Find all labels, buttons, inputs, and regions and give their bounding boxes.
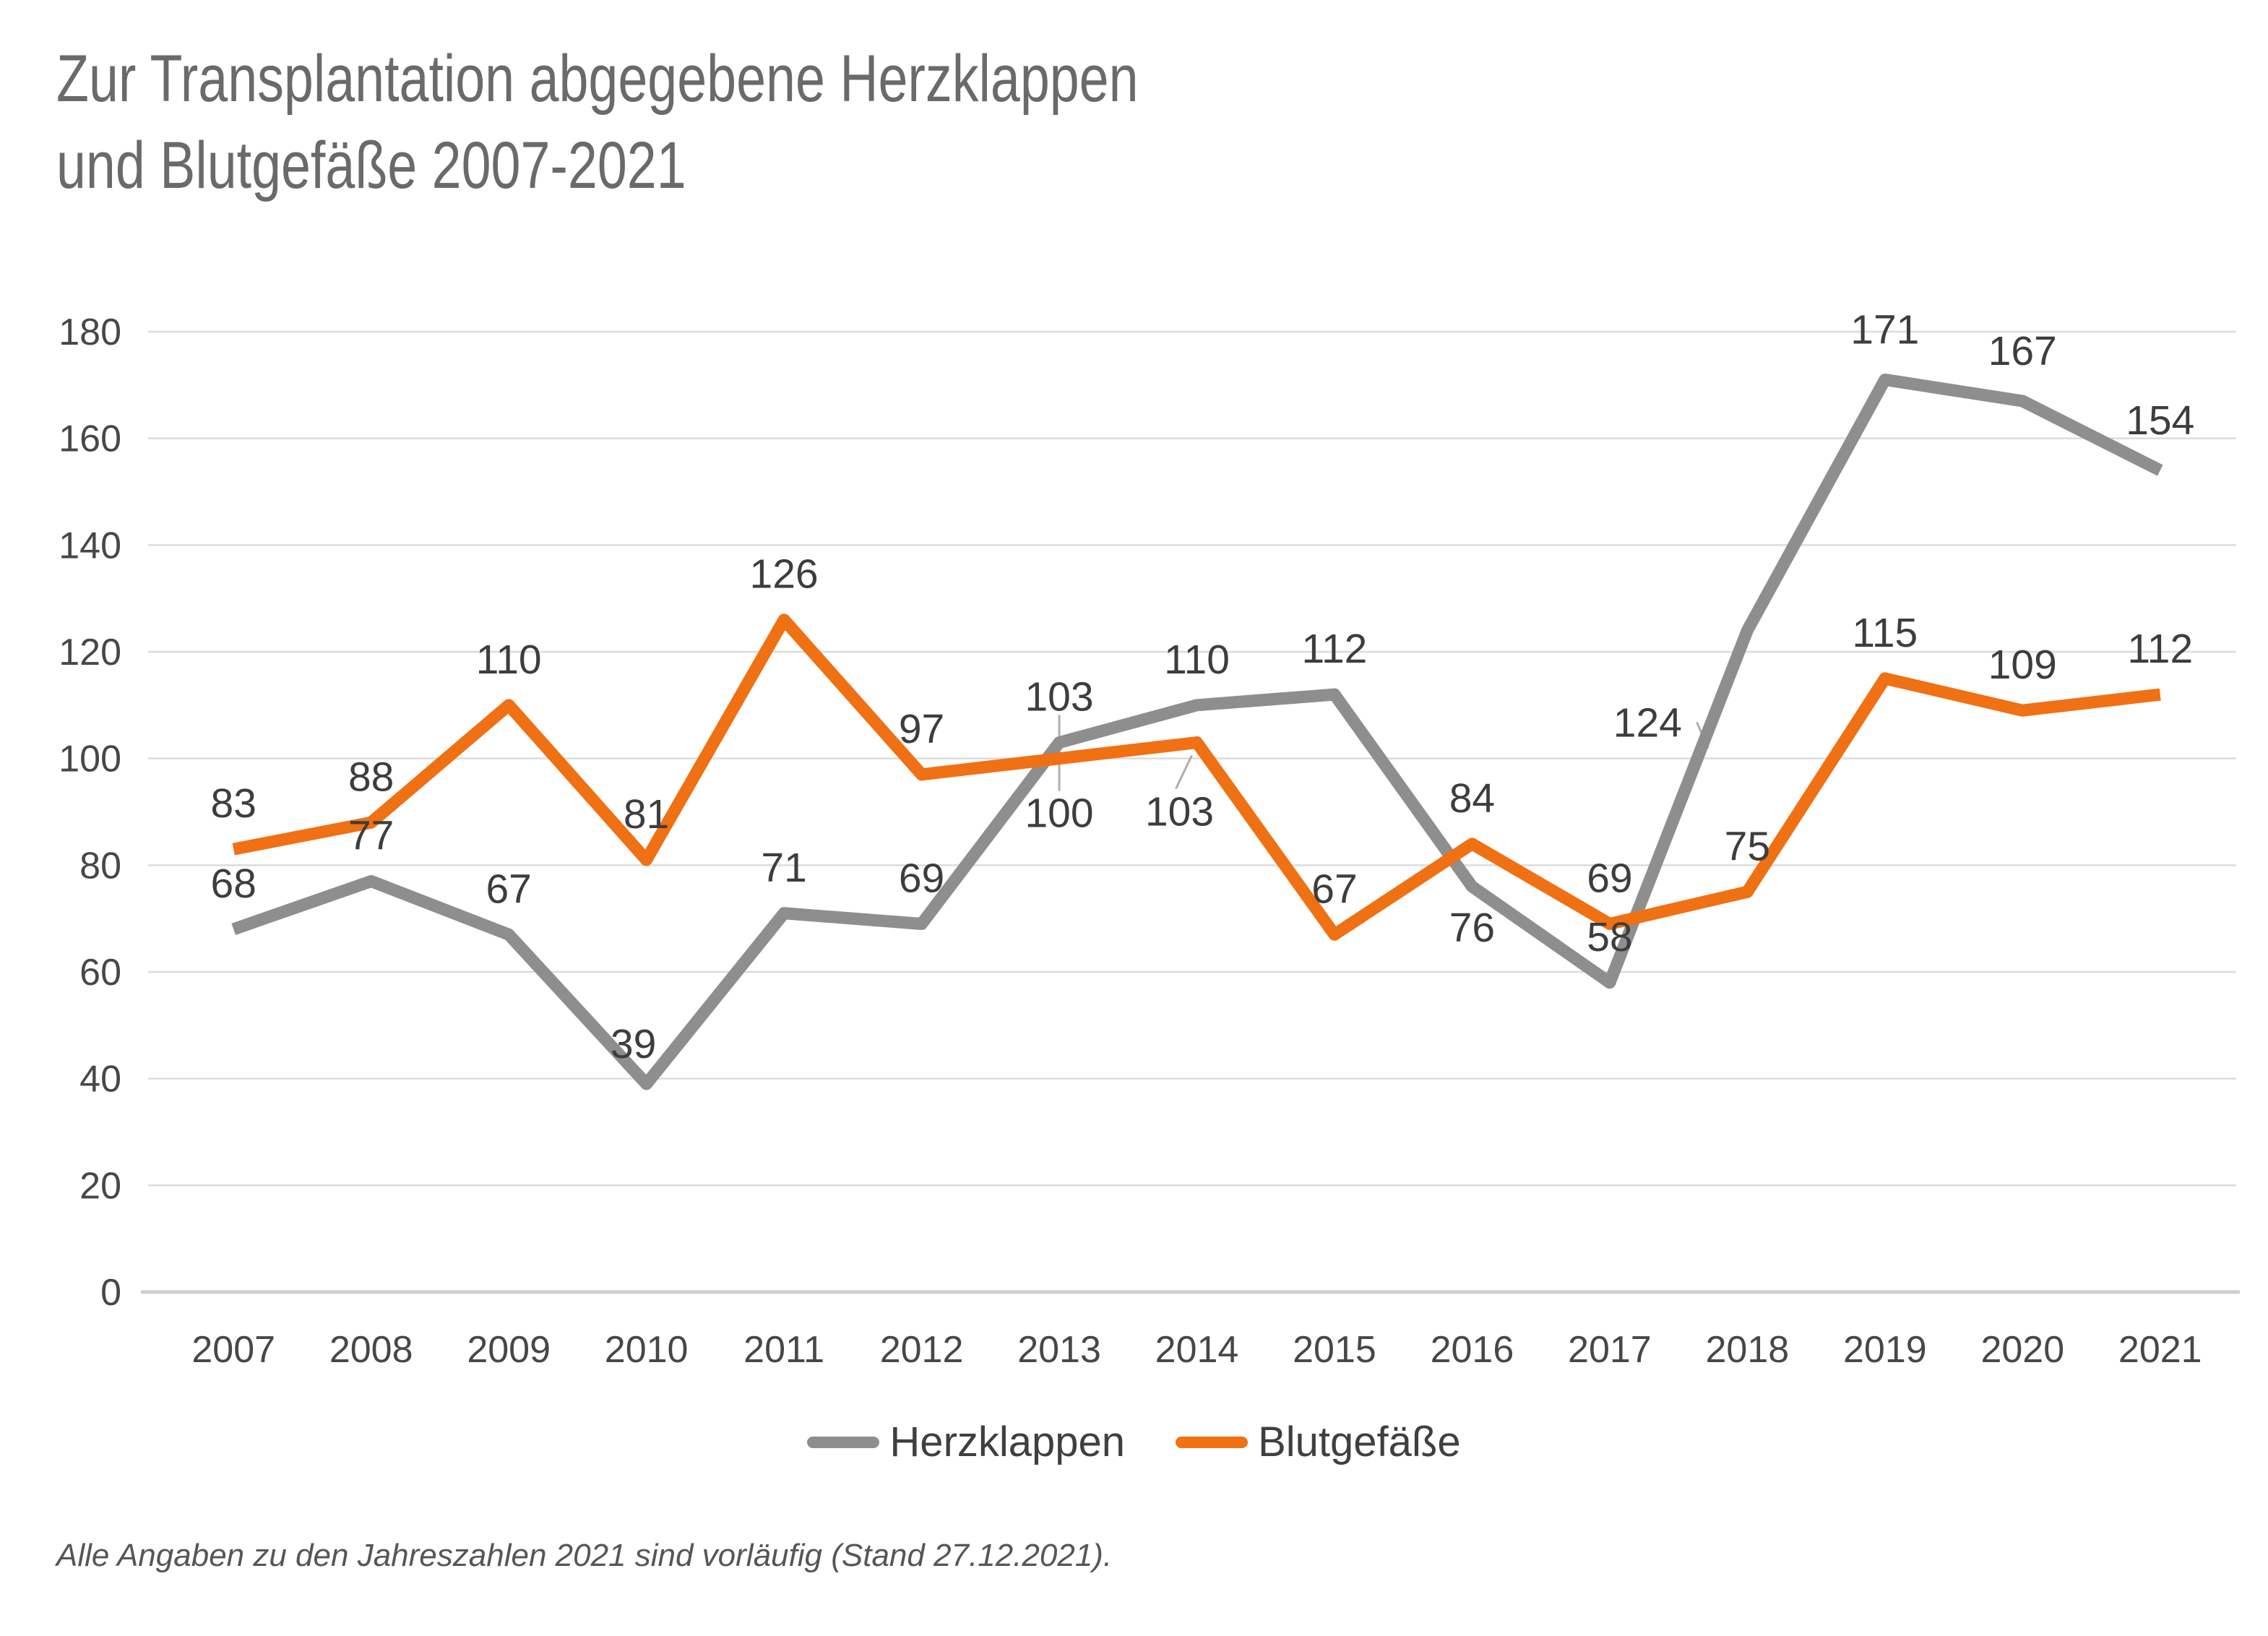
data-label-herzklappen-2007: 68 bbox=[211, 861, 256, 907]
x-tick-label: 2013 bbox=[1017, 1329, 1101, 1371]
y-tick-label: 80 bbox=[79, 845, 121, 887]
x-tick-label: 2014 bbox=[1155, 1329, 1239, 1371]
data-label-herzklappen-2019: 171 bbox=[1850, 306, 1919, 353]
data-label-herzklappen-2014: 110 bbox=[1164, 637, 1230, 683]
data-label-blutgefaesse-2011: 126 bbox=[750, 551, 819, 598]
data-label-blutgefaesse-2008: 88 bbox=[348, 754, 394, 800]
data-label-herzklappen-2009: 67 bbox=[486, 866, 531, 912]
y-tick-label: 40 bbox=[79, 1059, 121, 1101]
x-tick-label: 2017 bbox=[1568, 1329, 1652, 1371]
data-label-blutgefaesse-2013: 100 bbox=[1025, 791, 1093, 837]
chart-title-line1: Zur Transplantation abgegebene Herzklapp… bbox=[56, 42, 1139, 116]
data-label-herzklappen-2018: 124 bbox=[1613, 699, 1682, 746]
chart-title-line2: und Blutgefäße 2007-2021 bbox=[56, 128, 686, 202]
y-tick-label: 20 bbox=[79, 1165, 121, 1207]
y-tick-label: 160 bbox=[59, 418, 121, 460]
y-tick-label: 0 bbox=[100, 1272, 121, 1314]
data-label-blutgefaesse-2020: 109 bbox=[1988, 642, 2057, 688]
x-tick-label: 2021 bbox=[2118, 1329, 2202, 1371]
x-tick-label: 2016 bbox=[1431, 1329, 1514, 1371]
data-label-blutgefaesse-2017: 69 bbox=[1587, 856, 1632, 902]
data-label-herzklappen-2011: 71 bbox=[761, 845, 806, 891]
x-tick-label: 2008 bbox=[329, 1329, 413, 1371]
x-tick-label: 2018 bbox=[1706, 1329, 1790, 1371]
data-label-blutgefaesse-2015: 67 bbox=[1311, 866, 1357, 912]
herzklappen-line-swatch bbox=[807, 1436, 880, 1448]
x-tick-label: 2010 bbox=[605, 1329, 689, 1371]
data-label-herzklappen-2012: 69 bbox=[899, 856, 944, 902]
data-label-blutgefaesse-2018: 75 bbox=[1725, 823, 1770, 869]
x-tick-label: 2011 bbox=[743, 1329, 824, 1371]
data-label-herzklappen-2013: 103 bbox=[1025, 674, 1093, 720]
data-label-herzklappen-2017: 58 bbox=[1587, 914, 1632, 960]
data-label-blutgefaesse-2007: 83 bbox=[211, 780, 256, 827]
blutgefaesse-line bbox=[232, 614, 2161, 941]
data-label-herzklappen-2020: 167 bbox=[1988, 328, 2057, 374]
y-tick-label: 180 bbox=[59, 311, 121, 353]
data-label-herzklappen-2008: 77 bbox=[348, 812, 394, 858]
y-tick-label: 140 bbox=[59, 525, 121, 567]
chart-title: Zur Transplantation abgegebene Herzklapp… bbox=[56, 36, 1139, 209]
data-label-blutgefaesse-2016: 84 bbox=[1449, 775, 1495, 822]
x-tick-label: 2015 bbox=[1293, 1329, 1376, 1371]
x-tick-label: 2007 bbox=[191, 1329, 275, 1371]
y-tick-label: 120 bbox=[59, 632, 121, 673]
x-tick-label: 2020 bbox=[1980, 1329, 2064, 1371]
legend-item-herzklappen: Herzklappen bbox=[807, 1418, 1125, 1466]
legend-item-blutgefaesse: Blutgefäße bbox=[1176, 1418, 1461, 1466]
herzklappen-line bbox=[231, 373, 2163, 1090]
x-tick-label: 2012 bbox=[880, 1329, 964, 1371]
data-label-blutgefaesse-2021: 112 bbox=[2127, 626, 2193, 672]
data-label-herzklappen-2015: 112 bbox=[1302, 626, 1368, 672]
data-label-herzklappen-2010: 39 bbox=[611, 1021, 656, 1067]
legend: Herzklappen Blutgefäße bbox=[0, 1418, 2268, 1466]
data-label-herzklappen-2016: 76 bbox=[1449, 905, 1495, 951]
blutgefaesse-line-swatch bbox=[1176, 1436, 1249, 1448]
footnote: Alle Angaben zu den Jahreszahlen 2021 si… bbox=[56, 1538, 1113, 1573]
x-tick-label: 2009 bbox=[467, 1329, 551, 1371]
leader-line-2014 bbox=[1175, 754, 1193, 790]
data-label-blutgefaesse-2012: 97 bbox=[899, 706, 944, 752]
data-label-blutgefaesse-2014: 103 bbox=[1145, 789, 1214, 835]
data-label-blutgefaesse-2019: 115 bbox=[1852, 610, 1918, 656]
data-label-blutgefaesse-2010: 81 bbox=[624, 791, 669, 838]
data-label-herzklappen-2021: 154 bbox=[2126, 397, 2194, 444]
y-tick-label: 100 bbox=[59, 739, 121, 780]
x-tick-label: 2019 bbox=[1843, 1329, 1927, 1371]
legend-label-blutgefaesse: Blutgefäße bbox=[1258, 1418, 1461, 1465]
y-tick-label: 60 bbox=[79, 952, 121, 994]
data-label-blutgefaesse-2009: 110 bbox=[476, 637, 542, 683]
legend-label-herzklappen: Herzklappen bbox=[889, 1418, 1126, 1465]
